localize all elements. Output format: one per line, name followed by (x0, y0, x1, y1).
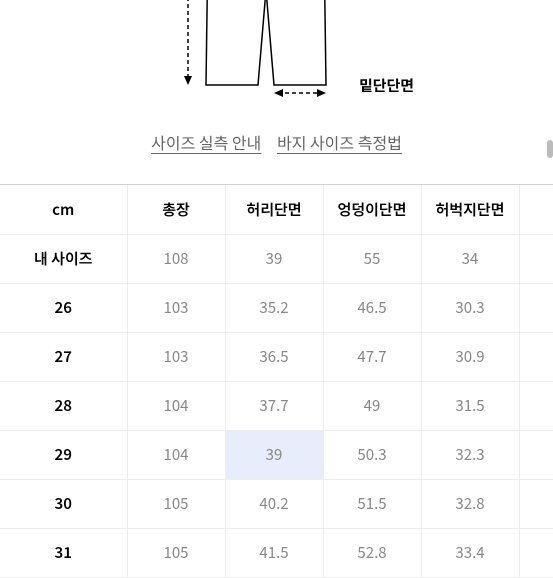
cell (519, 430, 553, 479)
cell: 103 (127, 283, 225, 332)
pants-diagram: 밑단단면 (0, 0, 553, 100)
size-links: 사이즈 실측 안내 바지 사이즈 측정법 (0, 130, 553, 154)
cell-highlighted: 39 (225, 430, 323, 479)
cell (519, 234, 553, 283)
cell: 55 (323, 234, 421, 283)
cell: 104 (127, 381, 225, 430)
table-row[interactable]: 내 사이즈 108 39 55 34 (0, 234, 553, 283)
col-header-unit: cm (0, 185, 127, 234)
cell (519, 381, 553, 430)
cell: 105 (127, 479, 225, 528)
col-header-thigh: 허벅지단면 (421, 185, 519, 234)
cell: 36.5 (225, 332, 323, 381)
cell: 31.5 (421, 381, 519, 430)
cell (519, 332, 553, 381)
cell: 39 (225, 234, 323, 283)
row-label: 26 (0, 283, 127, 332)
table-row[interactable]: 30 105 40.2 51.5 32.8 (0, 479, 553, 528)
cell: 40.2 (225, 479, 323, 528)
table-body: 내 사이즈 108 39 55 34 26 103 35.2 46.5 30.3… (0, 234, 553, 577)
col-header-waist: 허리단면 (225, 185, 323, 234)
scrollbar-thumb[interactable] (547, 140, 553, 158)
row-label: 내 사이즈 (0, 234, 127, 283)
col-header-hip: 엉덩이단면 (323, 185, 421, 234)
cell: 34 (421, 234, 519, 283)
cell (519, 479, 553, 528)
col-header-more (519, 185, 553, 234)
cell: 108 (127, 234, 225, 283)
table-row[interactable]: 27 103 36.5 47.7 30.9 (0, 332, 553, 381)
cell: 103 (127, 332, 225, 381)
cell: 30.9 (421, 332, 519, 381)
table-row[interactable]: 28 104 37.7 49 31.5 (0, 381, 553, 430)
col-header-length: 총장 (127, 185, 225, 234)
cell: 50.3 (323, 430, 421, 479)
hem-label: 밑단단면 (359, 75, 414, 96)
cell: 46.5 (323, 283, 421, 332)
cell: 30.3 (421, 283, 519, 332)
cell: 104 (127, 430, 225, 479)
cell: 32.8 (421, 479, 519, 528)
link-size-guide[interactable]: 사이즈 실측 안내 (151, 130, 261, 154)
cell: 37.7 (225, 381, 323, 430)
size-table-wrap: cm 총장 허리단면 엉덩이단면 허벅지단면 내 사이즈 108 39 55 3… (0, 184, 553, 578)
cell: 35.2 (225, 283, 323, 332)
cell: 32.3 (421, 430, 519, 479)
table-row[interactable]: 29 104 39 50.3 32.3 (0, 430, 553, 479)
pants-outline-svg (178, 0, 358, 100)
table-row[interactable]: 26 103 35.2 46.5 30.3 (0, 283, 553, 332)
row-label: 30 (0, 479, 127, 528)
cell (519, 283, 553, 332)
cell: 49 (323, 381, 421, 430)
row-label: 28 (0, 381, 127, 430)
row-label: 27 (0, 332, 127, 381)
cell: 51.5 (323, 479, 421, 528)
table-header-row: cm 총장 허리단면 엉덩이단면 허벅지단면 (0, 185, 553, 234)
size-table: cm 총장 허리단면 엉덩이단면 허벅지단면 내 사이즈 108 39 55 3… (0, 185, 553, 578)
row-label: 29 (0, 430, 127, 479)
cell: 47.7 (323, 332, 421, 381)
link-measure-howto[interactable]: 바지 사이즈 측정법 (277, 130, 402, 154)
